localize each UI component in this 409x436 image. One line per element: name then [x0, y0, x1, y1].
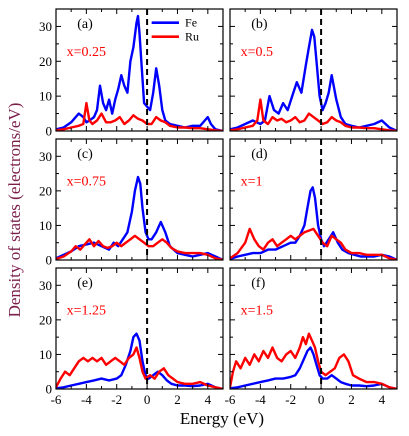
y-axis-title: Density of states (electrons/eV) — [5, 103, 24, 318]
series-line-fe — [56, 175, 223, 260]
panel-2: (b) x=0.5 — [229, 8, 398, 132]
panel-6: -6 -4 -2 0 2 4 (f) x=1.5 — [225, 267, 398, 407]
panel-tag: (b) — [251, 17, 268, 32]
panel-frame — [55, 267, 224, 390]
series-line-fe — [230, 346, 397, 389]
panel-frame — [55, 138, 224, 261]
x-axis-title: Energy (eV) — [180, 409, 264, 428]
x-tick-label: -6 — [51, 392, 62, 407]
concentration-label: x=1.5 — [241, 304, 273, 319]
x-tick-label: 0 — [144, 392, 151, 407]
series-line-ru — [56, 346, 223, 389]
series-line-ru — [230, 332, 397, 389]
panel-tag: (e) — [77, 276, 93, 291]
concentration-label: x=0.75 — [67, 175, 106, 190]
x-tick-label: -4 — [81, 392, 92, 407]
panel-5: 0 10 20 30 -6 -4 -2 0 2 4 (e) x=1.25 — [39, 267, 224, 407]
x-tick-label: 2 — [348, 392, 355, 407]
concentration-label: x=1 — [241, 175, 263, 190]
series-line-fe — [230, 186, 397, 260]
x-tick-label: -2 — [111, 392, 122, 407]
x-tick-label: 2 — [174, 392, 181, 407]
panel-frame — [229, 267, 398, 390]
x-tick-label: -6 — [225, 392, 236, 407]
y-tick-label: 20 — [39, 183, 52, 198]
x-tick-label: 0 — [318, 392, 325, 407]
panel-3: 0 10 20 30 (c) x=0.75 — [39, 138, 224, 268]
y-tick-label: 20 — [39, 312, 52, 327]
series-line-ru — [56, 234, 223, 260]
series-line-ru — [230, 98, 397, 131]
y-tick-label: 20 — [39, 54, 52, 69]
panel-tag: (d) — [251, 147, 268, 162]
y-tick-label: 10 — [39, 89, 52, 104]
series-line-ru — [56, 101, 223, 131]
x-tick-label: 4 — [205, 392, 212, 407]
y-tick-label: 30 — [39, 19, 52, 34]
y-tick-label: 10 — [39, 218, 52, 233]
panel-4: (d) x=1 — [229, 138, 398, 261]
legend-label-fe: Fe — [185, 16, 197, 30]
panel-frame — [55, 8, 224, 132]
panel-tag: (f) — [251, 276, 265, 291]
concentration-label: x=1.25 — [67, 304, 106, 319]
x-tick-label: -2 — [285, 392, 296, 407]
y-tick-label: 0 — [46, 382, 53, 397]
panel-tag: (a) — [77, 17, 93, 32]
legend-label-ru: Ru — [185, 30, 199, 44]
concentration-label: x=0.25 — [67, 45, 106, 60]
x-tick-label: 4 — [379, 392, 386, 407]
series-line-ru — [230, 227, 397, 260]
y-tick-label: 0 — [46, 253, 53, 268]
concentration-label: x=0.5 — [241, 45, 273, 60]
panel-tag: (c) — [77, 147, 93, 162]
y-tick-label: 0 — [46, 124, 53, 139]
y-tick-label: 10 — [39, 347, 52, 362]
y-tick-label: 30 — [39, 278, 52, 293]
panel-frame — [229, 138, 398, 261]
panel-frame — [229, 8, 398, 132]
series-line-fe — [56, 332, 223, 389]
y-tick-label: 30 — [39, 149, 52, 164]
x-tick-label: -4 — [255, 392, 266, 407]
